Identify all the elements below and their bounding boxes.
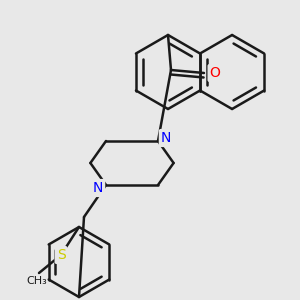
Text: S: S bbox=[57, 248, 65, 262]
Text: N: N bbox=[93, 181, 103, 195]
Text: CH₃: CH₃ bbox=[27, 276, 47, 286]
Text: N: N bbox=[161, 131, 171, 145]
Text: O: O bbox=[210, 66, 220, 80]
